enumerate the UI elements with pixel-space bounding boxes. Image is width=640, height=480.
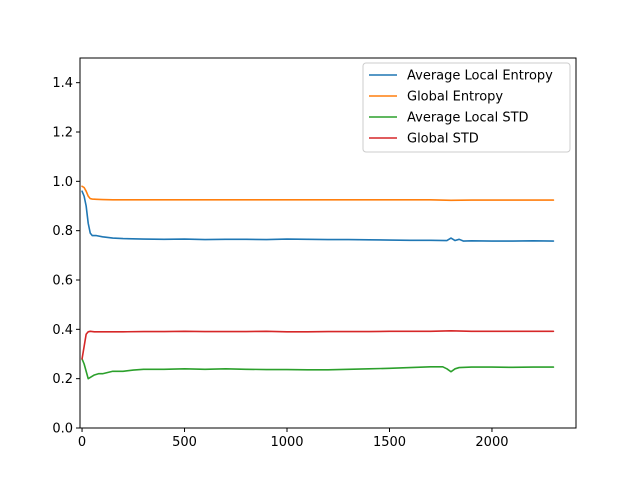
y-tick-label: 1.0 bbox=[52, 175, 73, 190]
legend: Average Local Entropy Global Entropy Avera… bbox=[362, 62, 571, 153]
y-tick-label: 0.6 bbox=[52, 274, 73, 289]
y-tick-label: 0.2 bbox=[52, 372, 73, 387]
axes-frame bbox=[79, 57, 577, 429]
x-tick-label: 1500 bbox=[373, 435, 406, 450]
x-tick-label: 0 bbox=[78, 435, 86, 450]
y-tick-label: 0.0 bbox=[52, 422, 73, 437]
y-tick-label: 0.4 bbox=[52, 323, 73, 338]
x-tick-label: 500 bbox=[172, 435, 197, 450]
y-tick-label: 1.4 bbox=[52, 76, 73, 91]
series-line-2 bbox=[81, 185, 555, 202]
y-tick-label: 0.8 bbox=[52, 224, 73, 239]
series-line-4 bbox=[81, 330, 555, 360]
y-tick-label: 1.2 bbox=[52, 126, 73, 141]
legend-label-1: Average Local Entropy bbox=[407, 69, 553, 84]
series-layer bbox=[81, 185, 555, 380]
series-line-3 bbox=[81, 358, 555, 380]
series-line-1 bbox=[81, 190, 555, 242]
axes-layer: 0 500 1000 1500 2000 0.0 0.2 0.4 0.6 0.8 1.0 1.2 1.4 bbox=[52, 57, 577, 450]
legend-label-4: Global STD bbox=[407, 132, 479, 147]
legend-label-2: Global Entropy bbox=[407, 90, 503, 105]
x-tick-label: 1000 bbox=[270, 435, 303, 450]
legend-box bbox=[362, 62, 571, 153]
x-tick-label: 2000 bbox=[475, 435, 508, 450]
legend-label-3: Average Local STD bbox=[407, 111, 529, 126]
